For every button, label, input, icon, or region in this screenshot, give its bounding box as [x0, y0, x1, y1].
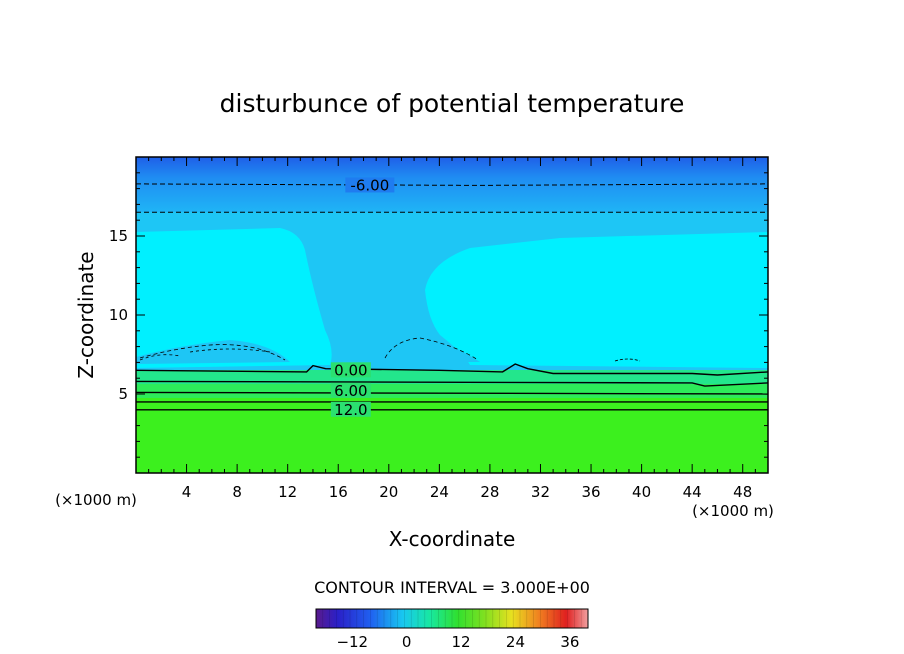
region-cyan-right — [425, 232, 768, 368]
band-green-2 — [136, 384, 768, 398]
contour-line — [136, 363, 768, 376]
contour-label: 0.00 — [334, 361, 367, 379]
x-tick-label: 40 — [632, 483, 651, 501]
contour-interval-text: CONTOUR INTERVAL = 3.000E+00 — [314, 578, 590, 597]
x-tick-label: 28 — [480, 483, 499, 501]
contour-line — [136, 380, 768, 387]
y-axis-label: Z-coordinate — [74, 251, 98, 378]
x-unit-right: (×1000 m) — [692, 502, 774, 520]
colorbar-ticks: −12 0 12 24 36 — [336, 633, 579, 651]
x-axis-label: X-coordinate — [389, 527, 516, 551]
region-cyan-left — [136, 228, 332, 368]
contour-label-bg — [330, 401, 371, 417]
contour-dashed-left-inner — [139, 348, 271, 361]
colorbar — [315, 608, 589, 629]
contour-label: 12.0 — [334, 401, 367, 419]
region-dark-cyan-1 — [136, 340, 290, 364]
band-green-3 — [136, 398, 768, 473]
contour-dashed-right — [614, 358, 641, 362]
band-top — [136, 157, 768, 215]
x-tick-label: 12 — [278, 483, 297, 501]
x-tick-label: 48 — [733, 483, 752, 501]
colorbar-tick-label: 24 — [506, 633, 525, 651]
contour-line — [136, 391, 768, 395]
y-tick-label: 5 — [118, 385, 128, 403]
x-tick-label: 16 — [329, 483, 348, 501]
y-tick-label: 15 — [109, 227, 128, 245]
colorbar-tick-label: 12 — [452, 633, 471, 651]
y-axis-ticks: 5 10 15 — [109, 172, 768, 458]
x-axis-ticks: 4 8 12 16 20 24 28 32 36 40 44 48 — [148, 157, 756, 501]
x-tick-label: 44 — [683, 483, 702, 501]
region-dark-cyan-2 — [385, 336, 480, 362]
x-tick-label: 20 — [379, 483, 398, 501]
contour-label-bg — [345, 177, 395, 193]
contour-label: -6.00 — [350, 176, 389, 194]
contour-line — [136, 183, 768, 186]
colorbar-segments — [322, 609, 582, 628]
colorbar-tick-label: 0 — [402, 633, 412, 651]
x-tick-label: 32 — [531, 483, 550, 501]
x-unit-left: (×1000 m) — [55, 491, 137, 509]
contour-label-bg — [330, 382, 371, 398]
contour-dashed-left — [139, 344, 286, 361]
contour-label: 6.00 — [334, 382, 367, 400]
colorbar-tick-label: −12 — [336, 633, 368, 651]
contour-dashed-center — [384, 337, 479, 361]
colorbar-tick-label: 36 — [560, 633, 579, 651]
contour-label-bg — [330, 362, 371, 378]
plot-area — [136, 157, 768, 473]
x-tick-label: 8 — [232, 483, 242, 501]
x-tick-label: 4 — [182, 483, 192, 501]
x-tick-label: 24 — [430, 483, 449, 501]
contour-lines — [136, 183, 768, 411]
y-tick-label: 10 — [109, 306, 128, 324]
x-tick-label: 36 — [581, 483, 600, 501]
chart-title: disturbunce of potential temperature — [220, 89, 685, 118]
